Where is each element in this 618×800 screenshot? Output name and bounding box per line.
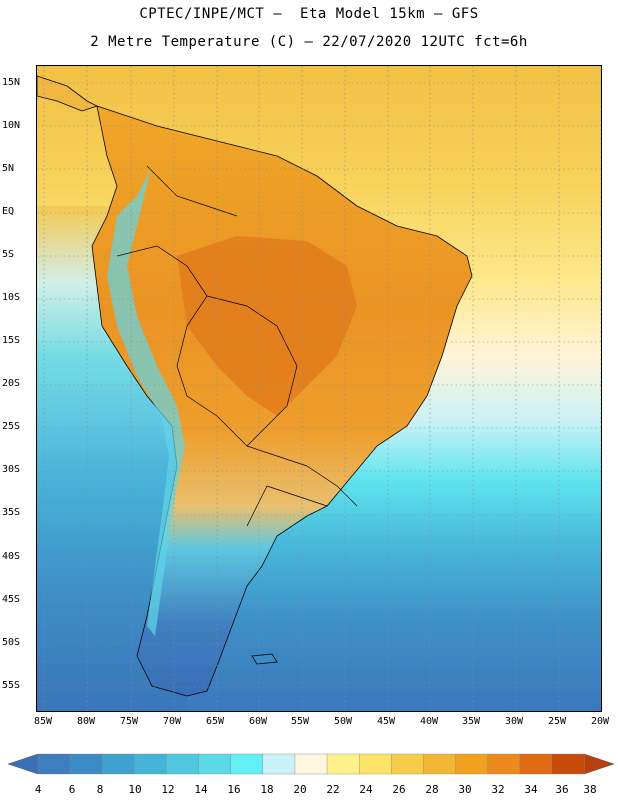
colorbar-cells: [37, 753, 585, 775]
lat-label-35s: 35S: [2, 507, 21, 518]
lon-label-45w: 45W: [376, 716, 396, 727]
colorbar-label-34: 34: [524, 783, 538, 796]
colorbar-cell: [262, 753, 296, 775]
colorbar-label-10: 10: [128, 783, 142, 796]
colorbar-cell: [102, 753, 136, 775]
lon-label-60w: 60W: [248, 716, 268, 727]
colorbar-cell: [198, 753, 232, 775]
colorbar-cell: [69, 753, 103, 775]
colorbar-cell: [391, 753, 425, 775]
colorbar-cell: [166, 753, 200, 775]
map-title: CPTEC/INPE/MCT – Eta Model 15km – GFS: [139, 6, 479, 22]
lon-label-40w: 40W: [419, 716, 439, 727]
colorbar-label-12: 12: [161, 783, 175, 796]
colorbar-right-arrow: [583, 753, 615, 775]
colorbar-cell: [294, 753, 328, 775]
colorbar-label-30: 30: [458, 783, 472, 796]
hot-interior-region: [177, 236, 357, 416]
colorbar-cell: [134, 753, 168, 775]
colorbar-label-4: 4: [34, 783, 42, 796]
lat-label-15s: 15S: [2, 335, 21, 346]
central-america-land: [37, 75, 99, 112]
lon-label-65w: 65W: [205, 716, 225, 727]
colorbar-label-20: 20: [293, 783, 307, 796]
temperature-map: [36, 65, 602, 712]
map-canvas: [37, 66, 601, 711]
lon-label-50w: 50W: [333, 716, 353, 727]
lon-label-25w: 25W: [547, 716, 567, 727]
lon-label-75w: 75W: [119, 716, 139, 727]
colorbar-label-6: 6: [68, 783, 76, 796]
colorbar-label-24: 24: [359, 783, 373, 796]
colorbar-cell: [230, 753, 264, 775]
lat-label-20s: 20S: [2, 378, 21, 389]
colorbar-cell: [551, 753, 585, 775]
colorbar-label-36: 36: [555, 783, 569, 796]
colorbar-left-arrow: [7, 753, 39, 775]
colorbar-label-14: 14: [194, 783, 208, 796]
colorbar-label-32: 32: [491, 783, 505, 796]
colorbar-label-26: 26: [392, 783, 406, 796]
lat-label-10s: 10S: [2, 292, 21, 303]
lat-label-eq: EQ: [2, 206, 15, 217]
colorbar-cell: [487, 753, 521, 775]
colorbar-cell: [326, 753, 360, 775]
colorbar-cell: [37, 753, 71, 775]
lat-label-5s: 5S: [2, 249, 15, 260]
lon-label-55w: 55W: [290, 716, 310, 727]
map-subtitle: 2 Metre Temperature (C) – 22/07/2020 12U…: [90, 34, 528, 50]
lat-label-25s: 25S: [2, 421, 21, 432]
colorbar-label-38: 38: [583, 783, 597, 796]
colorbar-label-22: 22: [326, 783, 340, 796]
lat-label-30s: 30S: [2, 464, 21, 475]
lat-label-15n: 15N: [2, 77, 21, 88]
falkland-islands: [251, 653, 278, 665]
lon-label-20w: 20W: [590, 716, 610, 727]
colorbar-cell: [519, 753, 553, 775]
colorbar-label-16: 16: [227, 783, 241, 796]
andes-cool-strip: [107, 146, 185, 636]
lon-label-70w: 70W: [162, 716, 182, 727]
colorbar-label-8: 8: [96, 783, 104, 796]
colorbar-cell: [455, 753, 489, 775]
lat-label-5n: 5N: [2, 163, 15, 174]
lat-label-50s: 50S: [2, 637, 21, 648]
lon-label-85w: 85W: [33, 716, 53, 727]
lat-label-45s: 45S: [2, 594, 21, 605]
lon-label-80w: 80W: [76, 716, 96, 727]
country-borders: [116, 165, 358, 527]
colorbar-cell: [358, 753, 392, 775]
colorbar-label-28: 28: [425, 783, 439, 796]
colorbar-label-18: 18: [260, 783, 274, 796]
lat-label-55s: 55S: [2, 680, 21, 691]
lon-label-35w: 35W: [461, 716, 481, 727]
lon-label-30w: 30W: [504, 716, 524, 727]
colorbar: [7, 753, 615, 775]
lat-label-10n: 10N: [2, 120, 21, 131]
colorbar-cell: [423, 753, 457, 775]
lat-label-40s: 40S: [2, 551, 21, 562]
